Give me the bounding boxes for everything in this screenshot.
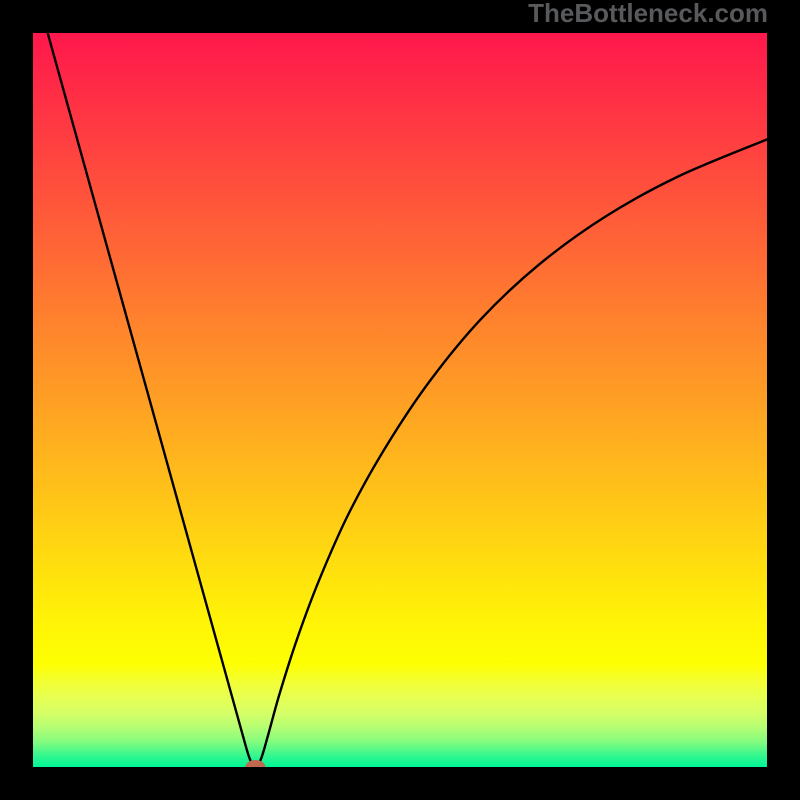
minimum-marker: [245, 760, 265, 767]
bottleneck-curve: [33, 33, 767, 767]
attribution-watermark: TheBottleneck.com: [528, 0, 768, 26]
chart-frame: TheBottleneck.com: [0, 0, 800, 800]
plot-area: [33, 33, 767, 767]
